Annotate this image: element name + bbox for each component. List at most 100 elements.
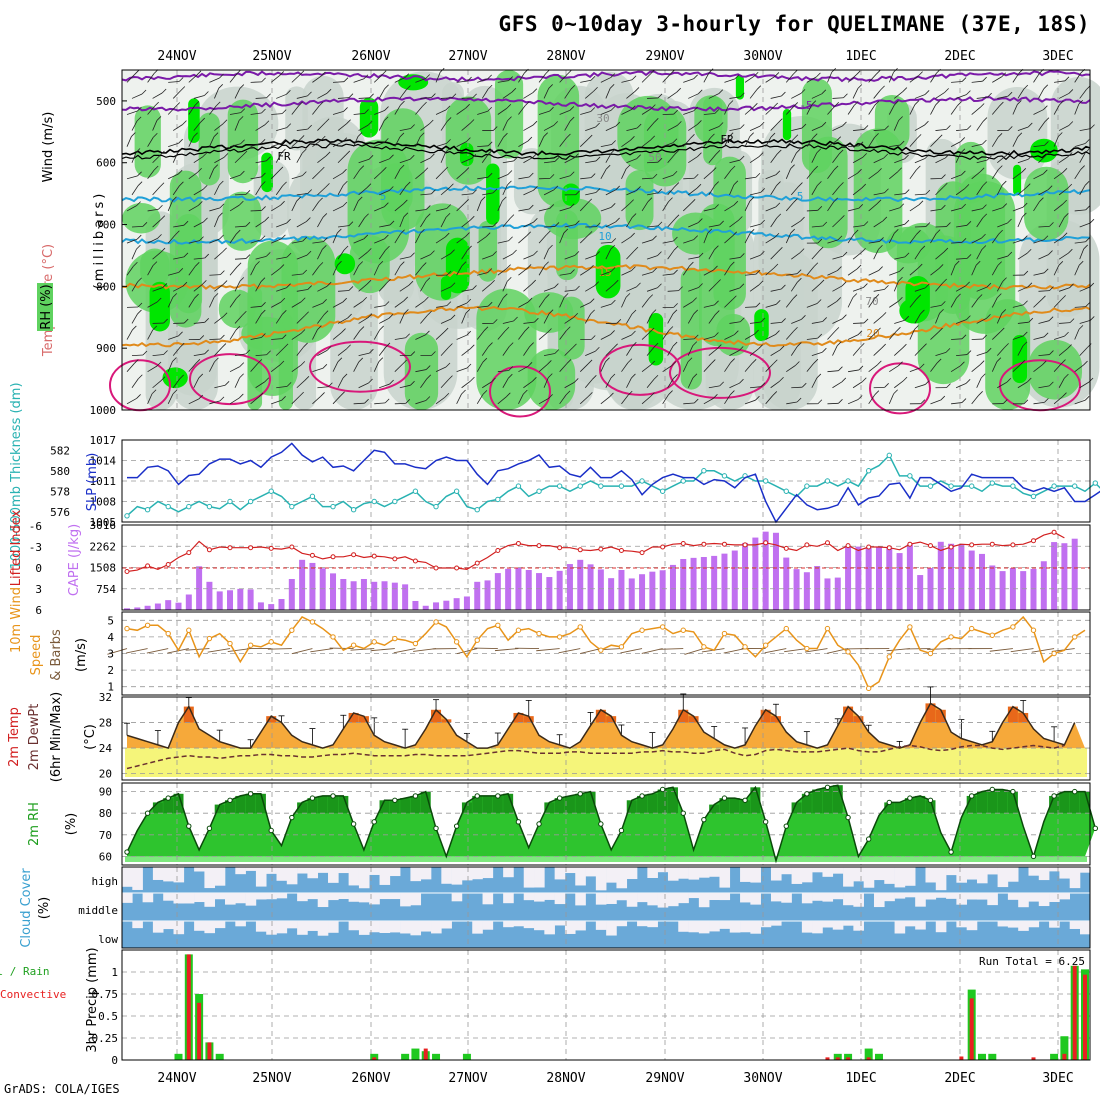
wind-barb-flag (595, 122, 600, 128)
thickness-line-point (1051, 483, 1057, 489)
pressure-tick-label: 800 (96, 280, 116, 293)
cloud-clear-cell (379, 893, 391, 900)
cape-bar (875, 546, 882, 610)
wind-barb (172, 378, 181, 388)
wind-barb-flag (587, 134, 593, 140)
wind-barb (791, 386, 803, 389)
wind-barb-flag (966, 90, 971, 95)
surface-wind-barb (185, 648, 210, 651)
isotherm-25 (869, 362, 931, 415)
wind-barb (765, 236, 776, 244)
wind-barb-flag (821, 89, 827, 95)
wind-barb-flag (300, 361, 306, 366)
cape-bar (1040, 561, 1047, 610)
wind-barb-flag (1089, 282, 1095, 288)
lifted-index-point (145, 563, 151, 569)
cloud-clear-cell (1007, 921, 1019, 928)
wind-barb-flag (278, 166, 284, 172)
rh-area-high (791, 802, 802, 814)
wind-barb-flag (653, 118, 659, 123)
wind-barb-flag (1086, 343, 1092, 348)
rh-area-high (163, 798, 174, 814)
wind-barb (296, 254, 308, 260)
wind-speed-line-point (268, 639, 274, 645)
surface-wind-barb (764, 648, 787, 654)
thickness-line-point (680, 478, 686, 484)
wind-barb-flag (693, 398, 699, 404)
wind-barb-flag (914, 100, 920, 105)
contour-label: 5 (380, 190, 387, 203)
wind-barb-flag (178, 268, 184, 273)
wind-barb-flag (797, 277, 802, 283)
wind-barb-flag (734, 74, 740, 80)
rh-shade-humid (527, 348, 576, 410)
wind-barb-flag (342, 373, 348, 379)
wind-barb-flag (876, 327, 881, 333)
wind-barb (291, 175, 303, 180)
cloud-clear-cell (534, 921, 545, 931)
cloud-clear-cell (400, 921, 411, 934)
wind-barb-flag (448, 375, 453, 380)
wind-barb-flag (627, 358, 633, 364)
cloud-clear-cell (214, 893, 226, 900)
wind-barb (889, 270, 900, 276)
wind-barb-flag (945, 153, 950, 159)
wind-barb-flag (425, 396, 431, 401)
wind-barb (930, 268, 940, 276)
wind-barb-flag (687, 357, 693, 363)
surface-wind-barb (536, 648, 560, 652)
wind-barb-flag (307, 285, 312, 290)
wind-barb (167, 234, 176, 244)
wind-barb (806, 362, 815, 372)
wind-barb (296, 152, 303, 163)
chart-title: GFS 0~10day 3-hourly for QUELIMANE (37E,… (498, 12, 1090, 36)
wind-barb-flag (862, 153, 867, 158)
wind-barb (276, 93, 287, 99)
wind-barb (229, 366, 240, 373)
cape-bar (525, 569, 532, 610)
cloud-clear-cell (946, 893, 957, 899)
wind-barb (605, 283, 615, 292)
wind-barb-flag (219, 73, 224, 79)
cloud-clear-cell (266, 921, 277, 935)
cloud-clear-cell (575, 921, 586, 931)
rh-shade-saturated (459, 142, 474, 167)
thickness-line-point (1010, 483, 1016, 489)
wind-barb-flag (220, 270, 225, 275)
wind-barb (1053, 335, 1065, 340)
date-label-top: 1DEC (845, 49, 876, 64)
wind-barb (790, 281, 798, 292)
cape-bar (144, 605, 151, 610)
wind-barb (481, 346, 489, 356)
cloud-clear-cell (843, 921, 854, 926)
wind-barb-flag (509, 214, 515, 219)
wind-barb (930, 331, 939, 340)
wind-barb (378, 88, 385, 99)
wind-barb (991, 297, 998, 308)
rh-area-high (822, 787, 833, 814)
cape-bar (937, 541, 944, 610)
wind-barb (518, 105, 526, 115)
cloud-clear-cell (1059, 867, 1070, 879)
wind-barb (440, 286, 452, 292)
wind-barb-flag (245, 221, 251, 227)
wind-barb (250, 305, 262, 308)
cloud-clear-cell (1007, 893, 1019, 900)
rh-area-high (667, 787, 678, 814)
wind-barb (626, 313, 633, 324)
wind-barb-flag (790, 164, 795, 169)
rh-axis-label: 2m RH (27, 802, 42, 846)
wind-barb-flag (444, 232, 450, 238)
wind-barb-flag (322, 364, 328, 369)
wind-barb (518, 140, 529, 147)
wind-barb (172, 90, 182, 99)
wind-barb-flag (364, 109, 369, 114)
wind-barb (641, 396, 651, 405)
wind-barb (255, 281, 262, 292)
wind-barb-flag (657, 251, 662, 256)
cape-bar (463, 596, 470, 610)
wind-barb (152, 251, 162, 260)
wind-barb (332, 111, 344, 115)
cloud-clear-cell (369, 893, 380, 905)
wind-speed-line-point (659, 624, 666, 630)
